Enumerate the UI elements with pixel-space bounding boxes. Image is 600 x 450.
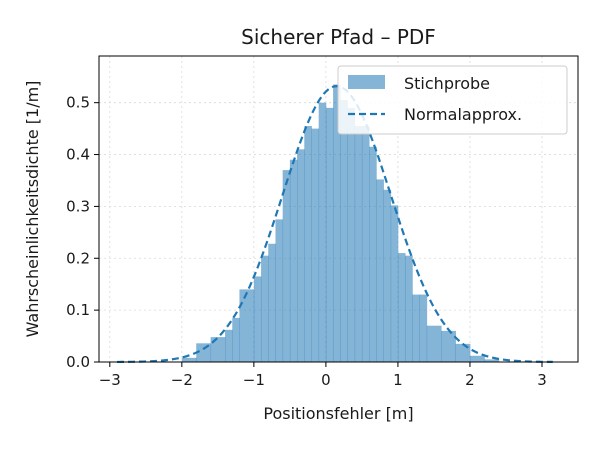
y-tick-label: 0.4 (66, 146, 90, 164)
histogram-bar (333, 84, 341, 362)
histogram-bar (484, 359, 500, 362)
normal-approximation-curve (117, 85, 553, 364)
histogram-bar (369, 146, 377, 362)
histogram-bar (232, 317, 240, 362)
x-axis-ticks: −3 −2 −1 0 1 2 3 (99, 362, 547, 389)
histogram-bar (225, 329, 233, 362)
histogram-bar (261, 255, 269, 362)
histogram-bar (441, 330, 456, 362)
legend: Stichprobe Normalapprox. (337, 65, 568, 135)
y-axis-label: Wahrscheinlichkeitsdichte [1/m] (23, 81, 42, 338)
histogram-bar (239, 289, 255, 362)
histogram-bar (397, 253, 406, 362)
histogram-bar (455, 343, 471, 362)
axes-frame (98, 55, 579, 363)
histogram-bar (376, 179, 384, 362)
legend-label-histogram: Stichprobe (404, 74, 490, 93)
x-tick-label: −3 (99, 371, 121, 389)
x-tick-label: −2 (171, 371, 193, 389)
histogram-bar (304, 126, 312, 362)
histogram-bar (210, 337, 226, 362)
histogram-bar (405, 255, 413, 362)
histogram-bar (390, 205, 399, 362)
legend-label-curve: Normalapprox. (404, 105, 522, 124)
legend-box (337, 65, 568, 135)
y-tick-label: 0.0 (66, 353, 90, 371)
x-tick-label: 0 (321, 371, 331, 389)
histogram-bar (311, 128, 320, 362)
x-tick-label: −1 (243, 371, 265, 389)
y-tick-label: 0.3 (66, 197, 90, 215)
histogram-bar (340, 100, 348, 362)
y-axis-ticks: 0.0 0.1 0.2 0.3 0.4 0.5 (66, 94, 99, 371)
y-tick-label: 0.1 (66, 301, 90, 319)
legend-histogram-swatch (348, 75, 385, 89)
histogram-bar (419, 294, 428, 362)
histogram-bar (318, 102, 327, 362)
histogram-bar (181, 357, 197, 362)
histogram-bar (196, 343, 212, 362)
histogram-bar (354, 126, 363, 362)
histogram-bar (289, 159, 298, 362)
histogram-bar (426, 325, 442, 362)
x-tick-label: 1 (393, 371, 403, 389)
histogram-bar (347, 107, 356, 362)
x-tick-label: 3 (537, 371, 547, 389)
y-tick-label: 0.5 (66, 94, 90, 112)
chart-title: Sicherer Pfad – PDF (241, 25, 436, 49)
y-tick-label: 0.2 (66, 249, 90, 267)
histogram-bars (181, 84, 500, 362)
x-axis-label: Positionsfehler [m] (263, 404, 413, 423)
histogram-bar (268, 243, 276, 362)
x-tick-label: 2 (465, 371, 475, 389)
histogram-bar (383, 189, 392, 362)
histogram-bar (469, 355, 485, 362)
histogram-bar (361, 126, 370, 362)
histogram-bar (275, 219, 284, 362)
normal-curve-layer (117, 85, 553, 364)
histogram-bar (253, 276, 262, 362)
histogram-bar (325, 107, 334, 362)
histogram-bar (412, 294, 420, 362)
histogram-bar (282, 170, 291, 362)
histogram-bar (297, 149, 305, 362)
